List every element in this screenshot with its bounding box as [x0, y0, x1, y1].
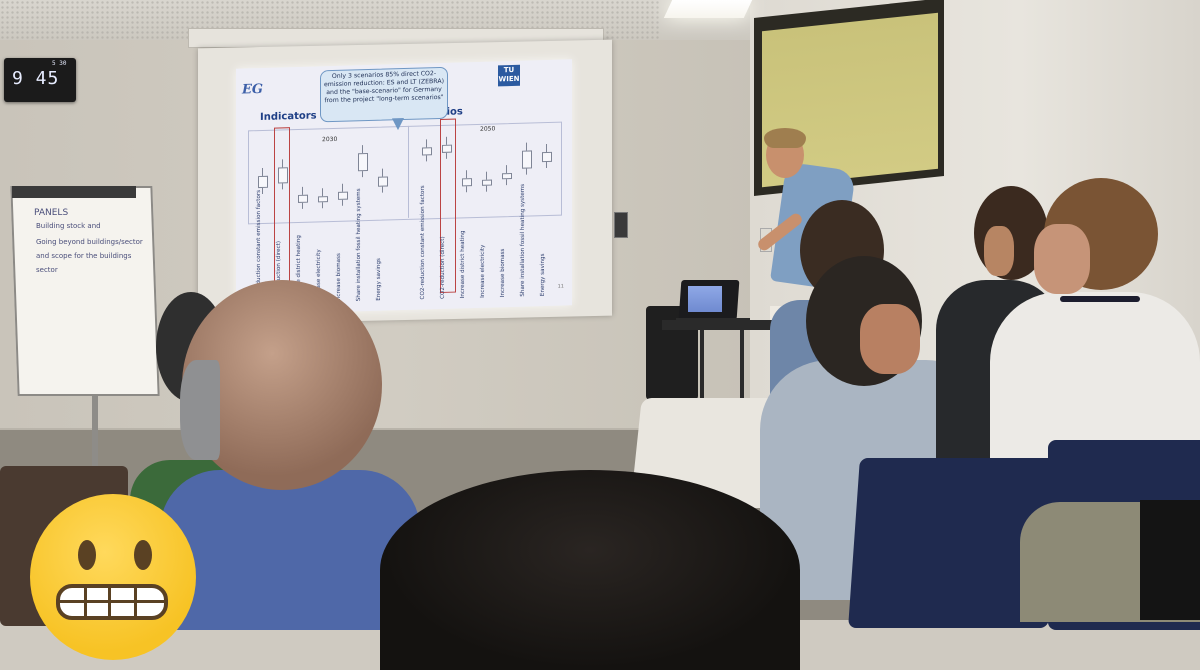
clock-seconds: 5 30 [52, 60, 67, 67]
audience-face [860, 304, 920, 374]
category-label: Increase electricity [480, 244, 486, 298]
boxplot-box [482, 179, 492, 186]
category-label: CO2-reduction constant emission factors [420, 185, 426, 300]
boxplot-box [258, 175, 268, 189]
flipchart-line-3: and scope for the buildings [36, 252, 132, 260]
category-label: Increase district heating [460, 230, 466, 299]
audience-face [1034, 224, 1090, 294]
boxplot-box [318, 196, 328, 203]
flipchart-line-2: Going beyond buildings/sector [36, 238, 143, 246]
flipchart-line-1: Building stock and [36, 222, 101, 230]
category-label: Increase biomass [500, 248, 506, 298]
slide-title-start: Indicators o [260, 110, 327, 124]
boxplot-box [278, 167, 288, 184]
boxplot-box [442, 144, 452, 153]
flipchart-line-4: sector [36, 266, 58, 274]
boxplot-box [542, 151, 552, 163]
category-label: Increase biomass [336, 253, 342, 302]
wall-socket [614, 212, 628, 238]
lanyard [1060, 296, 1140, 302]
boxplot-box [358, 153, 368, 172]
emoji-eye [78, 540, 96, 570]
wall-clock: 5 30 9 45 [4, 58, 76, 102]
callout-tail [392, 118, 404, 131]
flipchart-leg [92, 384, 98, 470]
category-label: CO2-reduction (direct) [440, 236, 446, 299]
boxplot-box [378, 176, 388, 187]
emoji-tooth [134, 588, 137, 616]
flipchart-heading: PANELS [34, 208, 69, 218]
boxplot-divider [408, 125, 409, 218]
clock-time: 9 45 [12, 68, 60, 89]
boxplot-box [422, 147, 432, 156]
boxplot-box [522, 150, 532, 169]
boxplot-box [338, 191, 348, 200]
foreground-head [380, 470, 800, 670]
category-label: Energy savings [540, 253, 546, 297]
grey-hair [180, 360, 220, 460]
year-label-2030: 2030 [322, 135, 338, 144]
audience-arm [1140, 500, 1200, 620]
emoji-tooth [84, 588, 87, 616]
desk-leg [740, 328, 744, 408]
callout-bubble: Only 3 scenarios 85% direct CO2-emission… [320, 66, 448, 123]
presenter-hair [764, 128, 806, 148]
flipchart-board [10, 186, 160, 396]
eeg-logo: EG [242, 81, 264, 98]
audience-member-checked-shirt [160, 470, 420, 630]
boxplot-box [462, 178, 472, 187]
presenter-desk [662, 320, 780, 330]
ceiling-light [663, 0, 753, 18]
laptop-base [676, 318, 750, 324]
boxplot-frame [248, 121, 562, 225]
emoji-tooth [108, 588, 111, 616]
audience-face [984, 226, 1014, 276]
tu-wien-logo: TU WIEN [498, 64, 520, 87]
category-label: Share installation fossil heating system… [356, 188, 362, 302]
category-label: Share installation fossil heating system… [520, 183, 526, 297]
slide-page-number: 11 [557, 283, 564, 290]
year-label-2050: 2050 [480, 125, 496, 133]
category-label: Energy savings [376, 258, 382, 301]
emoji-eye [134, 540, 152, 570]
laptop-display [688, 286, 722, 312]
flipchart-header-bar [12, 186, 136, 198]
desk-leg [700, 328, 704, 408]
boxplot-box [298, 194, 308, 203]
grimacing-face-emoji [30, 494, 196, 660]
boxplot-box [502, 172, 512, 180]
emoji-teeth-line [56, 600, 168, 603]
